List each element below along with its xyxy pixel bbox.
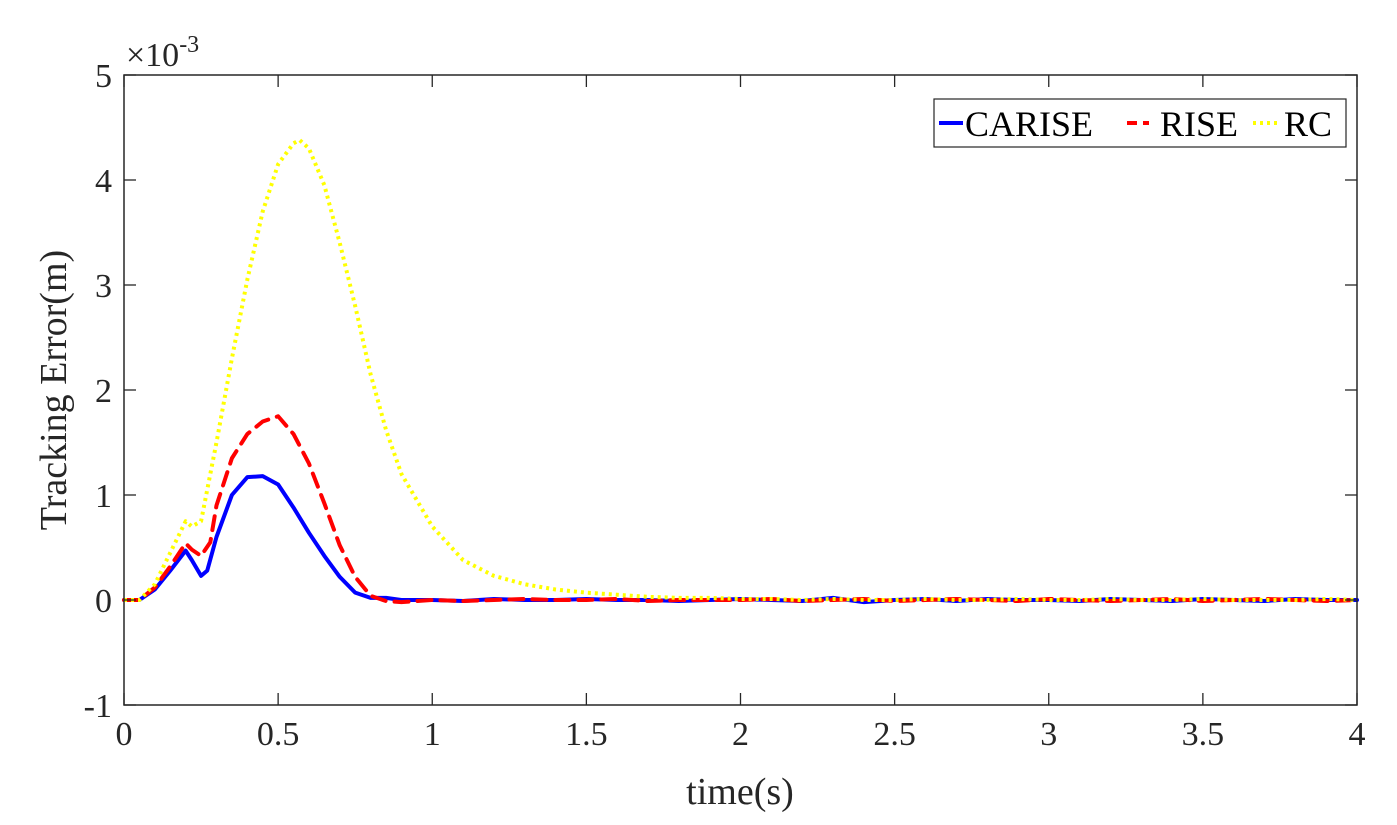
legend: CARISE RISE RC (933, 98, 1347, 148)
y-tick-label: 4 (95, 163, 112, 200)
x-tick-label: 2.5 (873, 716, 916, 753)
x-axis-ticks: 0 0.5 1 1.5 2 2.5 3 3.5 4 (116, 75, 1366, 753)
legend-box (933, 98, 1347, 148)
legend-label-rise: RISE (1160, 104, 1238, 144)
y-axis-multiplier: ×10-3 (126, 32, 199, 74)
legend-label-rc: RC (1284, 104, 1332, 144)
x-tick-label: 2 (732, 716, 749, 753)
x-tick-label: 3 (1040, 716, 1057, 753)
x-tick-label: 1 (424, 716, 441, 753)
y-tick-label: -1 (84, 688, 112, 725)
plot-area (124, 75, 1357, 705)
y-tick-label: 1 (95, 478, 112, 515)
series-layer (122, 138, 1359, 605)
y-tick-label: 0 (95, 583, 112, 620)
x-tick-label: 0.5 (257, 716, 300, 753)
y-tick-label: 5 (95, 58, 112, 95)
x-tick-label: 1.5 (565, 716, 608, 753)
y-tick-label: 3 (95, 268, 112, 305)
x-axis-label: time(s) (686, 771, 794, 813)
x-tick-label: 0 (116, 716, 133, 753)
y-axis-label: Tracking Error(m) (33, 250, 75, 530)
x-tick-label: 4 (1349, 716, 1366, 753)
legend-label-carise: CARISE (965, 104, 1093, 144)
series-line-rise (122, 414, 1359, 605)
x-tick-label: 3.5 (1182, 716, 1225, 753)
y-axis-ticks: -1 0 1 2 3 4 5 (84, 58, 1357, 725)
y-tick-label: 2 (95, 373, 112, 410)
